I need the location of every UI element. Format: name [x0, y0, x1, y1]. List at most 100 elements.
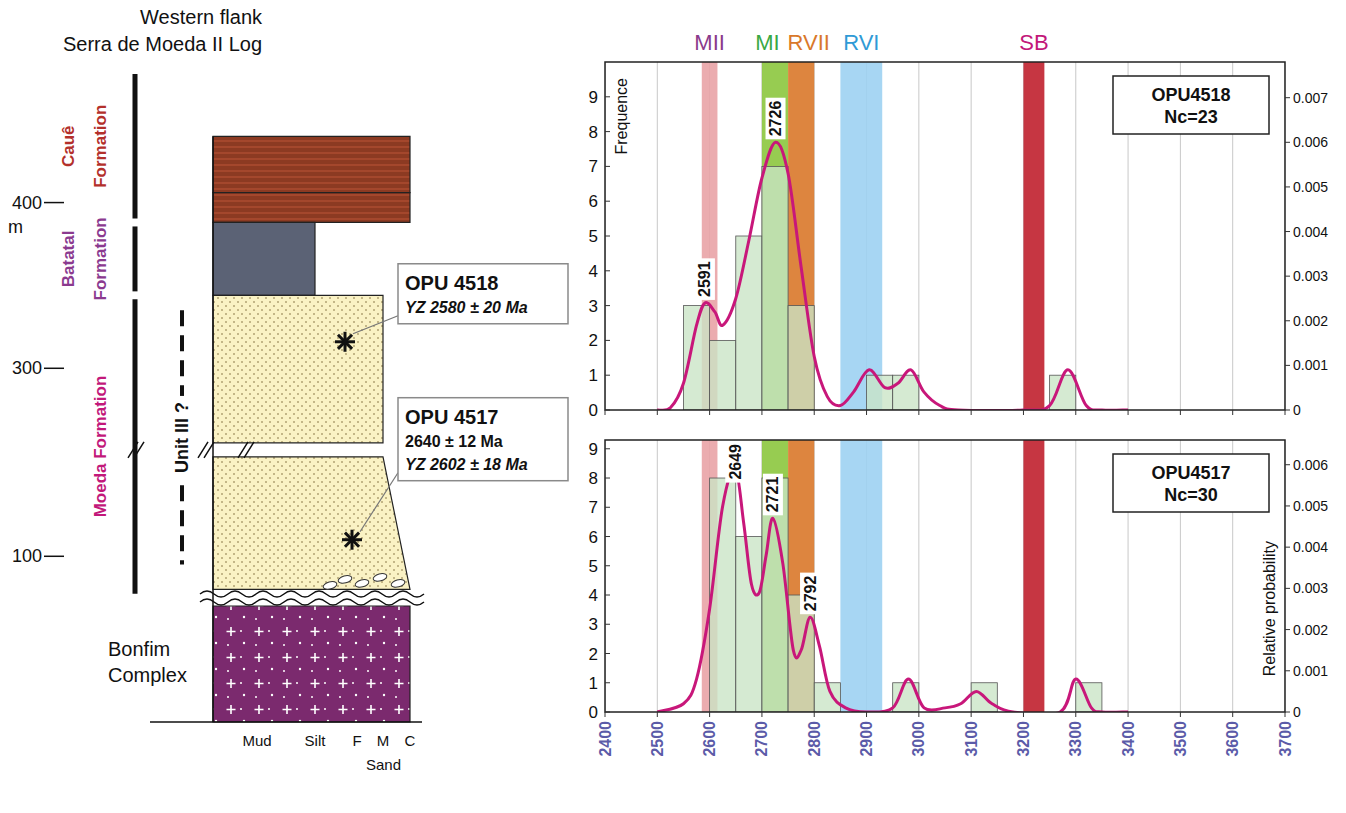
- y2-tick-label: 0.006: [1293, 457, 1328, 473]
- unit-label: Unit III ?: [172, 402, 192, 473]
- x-tick: [1128, 410, 1129, 415]
- y-tick-label: 3: [589, 297, 598, 316]
- y2-tick: [1285, 670, 1290, 671]
- sample-box: [1113, 454, 1269, 512]
- x-tick: [1180, 712, 1181, 717]
- x-tick: [761, 712, 762, 717]
- formation-label: CauêFormation: [59, 105, 110, 188]
- x-tick-label: 3300: [1067, 721, 1084, 757]
- age-band: [840, 62, 882, 410]
- sample-box: [398, 398, 568, 481]
- formation-bar: [133, 226, 138, 291]
- break-mark: [198, 442, 214, 458]
- x-tick-label: 3600: [1224, 721, 1241, 757]
- depth-tick: [44, 202, 64, 204]
- band-label: MII: [694, 30, 725, 55]
- y-tick: [605, 305, 610, 306]
- x-tick-label: 2600: [701, 721, 718, 757]
- x-tick-label: 3200: [1015, 721, 1032, 757]
- y-tick: [605, 96, 610, 97]
- y-tick: [605, 448, 610, 449]
- y-tick: [605, 201, 610, 202]
- grain-size-label: C: [405, 732, 416, 749]
- y-tick: [605, 270, 610, 271]
- break-mark: [238, 442, 254, 458]
- histogram-bar: [736, 236, 762, 410]
- y-tick-label: 3: [589, 615, 598, 634]
- log-axis: [212, 136, 214, 722]
- y2-tick: [1285, 712, 1290, 713]
- y2-tick: [1285, 186, 1290, 187]
- y2-tick: [1285, 410, 1290, 411]
- x-tick: [1075, 712, 1076, 717]
- histogram-bar: [1050, 375, 1076, 410]
- y2-tick: [1285, 320, 1290, 321]
- age-band: [788, 62, 814, 410]
- age-band: [840, 440, 882, 712]
- histogram-bar: [788, 306, 814, 410]
- sample-leader: [353, 316, 398, 334]
- sample-age: YZ 2602 ± 18 Ma: [405, 456, 528, 473]
- pebble: [390, 578, 405, 588]
- formation-label-line: Formation: [91, 105, 110, 188]
- log-layer: [213, 457, 410, 590]
- plot-area: [605, 440, 1285, 712]
- pebble: [337, 574, 352, 584]
- label-ground: [725, 441, 745, 483]
- y2-tick: [1285, 142, 1290, 143]
- y-tick: [605, 131, 610, 132]
- y2-tick-label: 0.004: [1293, 539, 1328, 555]
- peak-label: 2792: [802, 576, 819, 612]
- sample-box-label: OPU4518: [1151, 85, 1230, 105]
- formation-label-line: Batatal: [59, 231, 78, 288]
- y-tick-label: 2: [589, 331, 598, 350]
- x-tick: [1075, 410, 1076, 415]
- y-tick-label: 2: [589, 645, 598, 664]
- y2-tick-label: 0.002: [1293, 313, 1328, 329]
- histogram-bar: [1076, 683, 1102, 712]
- x-tick-label: 2900: [858, 721, 875, 757]
- y-tick: [605, 536, 610, 537]
- y2-tick: [1285, 464, 1290, 465]
- sample-box-label: Nc=30: [1164, 485, 1218, 505]
- y-tick-label: 5: [589, 227, 598, 246]
- grid-line: [657, 440, 658, 712]
- x-tick: [971, 410, 972, 415]
- x-tick: [1285, 712, 1286, 717]
- y2-tick: [1285, 97, 1290, 98]
- grid-line: [971, 62, 972, 410]
- y-tick-label: 0: [589, 703, 598, 722]
- age-band: [762, 62, 788, 410]
- y-tick: [605, 340, 610, 341]
- sample-star: [338, 335, 352, 349]
- label-ground: [800, 573, 820, 615]
- sample-box: [1113, 76, 1269, 134]
- label-ground: [763, 474, 783, 516]
- y2-tick-label: 0: [1293, 704, 1301, 720]
- age-band: [1023, 62, 1044, 410]
- x-tick: [971, 712, 972, 717]
- y2-tick-label: 0.005: [1293, 498, 1328, 514]
- sample-age: YZ 2580 ± 20 Ma: [405, 299, 528, 316]
- y-tick: [605, 682, 610, 683]
- plot-area: [605, 62, 1285, 410]
- depth-tick: [44, 556, 64, 558]
- x-tick: [918, 410, 919, 415]
- y2-tick-label: 0.003: [1293, 580, 1328, 596]
- band-label: RVII: [788, 30, 830, 55]
- sample-box: [398, 264, 568, 324]
- y-tick-label: 1: [589, 366, 598, 385]
- peak-label: 2591: [696, 261, 713, 297]
- x-tick-label: 2800: [806, 721, 823, 757]
- log-title: Serra de Moeda II Log: [63, 33, 262, 55]
- basement-label-line: Bonfim: [108, 638, 170, 660]
- plot-frame: [605, 440, 1285, 712]
- y-tick-label: 6: [589, 192, 598, 211]
- formation-label-line: Formation: [91, 217, 110, 300]
- x-tick: [866, 410, 867, 415]
- y-tick-label: 7: [589, 498, 598, 517]
- y2-tick-label: 0.006: [1293, 134, 1328, 150]
- y-tick: [605, 410, 610, 411]
- y-tick-label: 7: [589, 157, 598, 176]
- y-tick: [605, 712, 610, 713]
